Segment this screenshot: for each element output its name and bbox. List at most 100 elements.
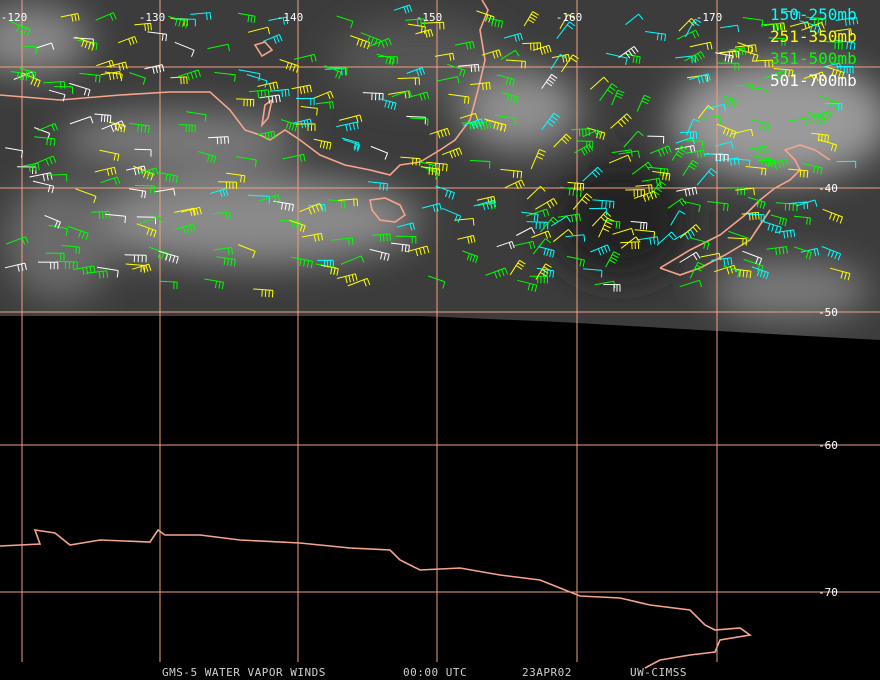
wind-barb (647, 181, 667, 200)
wind-barb (133, 165, 154, 181)
wind-barb (647, 135, 665, 144)
wind-barb (686, 140, 704, 149)
wind-barb (742, 250, 763, 266)
wind-barb (138, 215, 162, 225)
wind-barb (155, 188, 176, 196)
wind-barb (55, 260, 78, 270)
wind-barb (610, 113, 632, 129)
wind-barb (447, 63, 466, 78)
wind-barb (19, 67, 37, 80)
wind-barb (347, 277, 371, 287)
wind-barb (553, 133, 572, 148)
wind-barb (485, 267, 509, 279)
wind-barb (636, 94, 651, 112)
wind-barb (673, 229, 695, 241)
wind-barb (457, 235, 476, 244)
wind-barb (476, 195, 496, 205)
wind-barb (248, 89, 270, 98)
wind-barb (572, 193, 593, 210)
wind-barb (835, 16, 859, 26)
longitude-label: -170 (696, 11, 723, 24)
wind-barb (605, 251, 621, 268)
wind-barb (766, 246, 788, 255)
wind-barb (522, 42, 542, 51)
wind-barb (734, 84, 754, 92)
wind-barb (648, 166, 669, 177)
wind-barb (611, 149, 633, 157)
longitude-label: -140 (277, 11, 304, 24)
wind-barb (559, 14, 575, 29)
legend-entry: 150-250mb (770, 5, 857, 24)
wind-barb (60, 13, 80, 22)
wind-barb (458, 63, 480, 73)
wind-barb (29, 172, 53, 182)
wind-barb (99, 149, 120, 162)
wind-barb (212, 246, 234, 255)
wind-barb (400, 156, 421, 166)
wind-barb (734, 44, 757, 53)
wind-barb (560, 186, 582, 197)
wind-barb (503, 32, 523, 42)
wind-barb (735, 187, 755, 196)
wind-barb (550, 215, 572, 227)
wind-barb (541, 112, 560, 130)
wind-barb (292, 118, 313, 129)
wind-barb (731, 268, 752, 279)
wind-barb (802, 162, 823, 175)
wind-barb (689, 73, 711, 84)
longitude-label: -150 (416, 11, 443, 24)
wind-barb (526, 221, 549, 230)
legend-entry: 251-350mb (770, 27, 857, 46)
wind-barb (405, 18, 426, 27)
wind-barb (94, 166, 117, 176)
wind-barb (603, 284, 621, 292)
wind-barb (454, 218, 475, 226)
wind-barb (747, 145, 769, 155)
wind-barb (174, 41, 195, 57)
wind-barb (327, 199, 346, 209)
wind-barb (32, 155, 57, 166)
wind-barb (781, 10, 801, 20)
wind-barb (295, 97, 315, 106)
wind-barb (429, 127, 451, 139)
wind-barb (147, 31, 168, 42)
wind-barb (313, 90, 334, 100)
wind-barb (279, 59, 300, 73)
wind-barb (178, 124, 196, 133)
wind-barb (649, 145, 672, 157)
wind-barb (667, 197, 687, 209)
wind-barb (101, 120, 126, 133)
wind-barb (273, 200, 294, 212)
wind-barb (299, 202, 323, 215)
wind-barb (717, 50, 738, 59)
wind-barb (589, 76, 609, 90)
wind-barb (799, 20, 821, 34)
wind-barb (749, 119, 770, 132)
wind-barb (689, 261, 705, 279)
wind-barb (217, 181, 237, 190)
wind-barb (811, 132, 830, 143)
wind-barb (132, 263, 152, 273)
wind-barb (763, 70, 787, 81)
wind-barb (419, 161, 437, 173)
wind-barb (75, 188, 97, 204)
wind-barb (582, 166, 603, 182)
wind-barb (35, 42, 55, 50)
wind-barb (393, 4, 413, 14)
wind-barb (368, 181, 388, 191)
wind-barb (775, 229, 796, 239)
wind-barb (689, 41, 713, 51)
wind-barb (434, 52, 455, 61)
wind-barb (448, 93, 470, 104)
wind-barb (407, 91, 430, 101)
wind-barb (682, 159, 699, 176)
wind-barb (731, 128, 754, 137)
wind-barb (75, 36, 95, 51)
wind-barb (602, 219, 621, 229)
wind-barb (470, 82, 491, 91)
wind-barb (715, 52, 733, 63)
wind-barb (226, 172, 246, 183)
wind-barb (368, 37, 392, 48)
wind-barb (652, 170, 671, 181)
wind-barb (679, 131, 698, 140)
